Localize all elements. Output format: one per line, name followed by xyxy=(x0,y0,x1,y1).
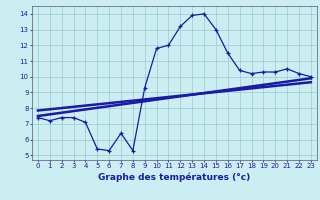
X-axis label: Graphe des températures (°c): Graphe des températures (°c) xyxy=(98,172,251,182)
